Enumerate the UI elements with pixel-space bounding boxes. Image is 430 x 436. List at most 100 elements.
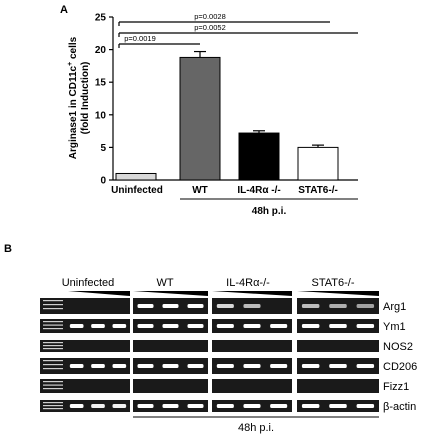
gel-band: [91, 404, 105, 408]
gene-label: CD206: [383, 361, 417, 373]
gel-band: [112, 324, 127, 328]
gel-panel: [297, 340, 379, 352]
ladder-band: [43, 360, 63, 362]
gel-band: [270, 364, 288, 368]
gel-band: [162, 404, 179, 408]
gel-band: [329, 364, 347, 368]
gel-band: [329, 324, 347, 328]
gel-band: [301, 364, 320, 368]
gel-panel: [40, 379, 130, 393]
ladder-band: [43, 368, 63, 370]
ladder-band: [43, 384, 63, 386]
y-axis-label-line1-end: cells: [68, 36, 79, 61]
gel-group-label: WT: [156, 277, 173, 289]
x-tick-label: STAT6-/-: [298, 185, 338, 196]
gel-band: [187, 304, 204, 308]
gel-band: [112, 364, 127, 368]
gel-group-label: Uninfected: [62, 277, 115, 289]
svg-text:Arginase1 in CD11c+ cells: Arginase1 in CD11c+ cells: [67, 36, 79, 159]
significance-label: p=0.0052: [194, 23, 226, 32]
ladder-band: [43, 364, 63, 366]
ladder-band: [43, 324, 63, 326]
gel-band: [137, 304, 154, 308]
ladder-band: [43, 304, 63, 306]
gel-band: [356, 304, 375, 308]
dose-wedge: [297, 291, 379, 296]
gel-band: [69, 364, 84, 368]
gel-band: [162, 304, 179, 308]
gel-band: [243, 404, 261, 408]
y-axis-label: Arginase1 in CD11c+ cells (fold Inductio…: [67, 36, 91, 159]
dose-wedge: [68, 291, 130, 296]
gel-panel: [133, 340, 208, 352]
gel-band: [91, 364, 105, 368]
gene-label: NOS2: [383, 341, 413, 353]
group-label-a: 48h p.i.: [252, 206, 287, 217]
x-tick-label: IL-4Rα -/-: [237, 185, 280, 196]
gel-band: [187, 364, 204, 368]
significance-label: p=0.0019: [124, 34, 156, 43]
gel-panel: [40, 358, 130, 374]
y-tick-label: 15: [95, 78, 107, 89]
gel-band: [243, 324, 261, 328]
gel-panel: [40, 298, 130, 314]
gel-band: [69, 404, 84, 408]
dose-wedge: [133, 291, 208, 296]
gel-band: [162, 364, 179, 368]
gel-band: [137, 404, 154, 408]
ladder-band: [43, 405, 63, 407]
gel-band: [270, 404, 288, 408]
y-tick-label: 20: [95, 45, 107, 56]
ladder-band: [43, 328, 63, 330]
ladder-band: [43, 388, 63, 390]
gene-label: Arg1: [383, 301, 406, 313]
dose-wedge: [212, 291, 292, 296]
ladder-band: [43, 381, 63, 383]
gel-band: [112, 404, 127, 408]
gel-band: [216, 304, 234, 308]
gel-band: [301, 324, 320, 328]
y-tick-label: 10: [95, 110, 107, 121]
gel-band: [216, 404, 234, 408]
gel-band: [243, 304, 261, 308]
ladder-band: [43, 342, 63, 344]
y-tick-label: 5: [100, 143, 106, 154]
bar: [179, 56, 221, 181]
gel-band: [301, 304, 320, 308]
bar: [297, 146, 339, 181]
gel-band: [243, 364, 261, 368]
gel-band: [301, 404, 320, 408]
gene-label: Ym1: [383, 321, 406, 333]
gel-band: [356, 404, 375, 408]
panel-b-letter: B: [4, 243, 12, 255]
ladder-band: [43, 300, 63, 302]
gel-band: [137, 324, 154, 328]
gel-band: [187, 324, 204, 328]
gel-band: [216, 324, 234, 328]
gel-band: [187, 404, 204, 408]
gel-group-label: STAT6-/-: [312, 277, 355, 289]
significance-label: p=0.0028: [194, 12, 226, 21]
x-tick-label: WT: [192, 185, 208, 196]
bar: [115, 172, 157, 181]
gene-label: Fizz1: [383, 381, 409, 393]
gel-group-label: IL-4Rα-/-: [226, 277, 270, 289]
gel-band: [270, 324, 288, 328]
gel-panel: [212, 340, 292, 352]
panel-a-letter: A: [60, 4, 68, 16]
bar: [238, 132, 280, 181]
ladder-band: [43, 308, 63, 310]
gel-band: [356, 364, 375, 368]
y-axis-label-sup: +: [67, 62, 74, 66]
gel-band: [329, 404, 347, 408]
ladder-band: [43, 321, 63, 323]
y-tick-label: 0: [100, 176, 106, 187]
gel-band: [69, 324, 84, 328]
x-tick-label: Uninfected: [111, 185, 163, 196]
gel-panel: [297, 379, 379, 393]
gel-band: [216, 364, 234, 368]
gel-panel: [212, 379, 292, 393]
y-axis-label-line1: Arginase1 in CD11c: [68, 65, 79, 159]
ladder-band: [43, 345, 63, 347]
